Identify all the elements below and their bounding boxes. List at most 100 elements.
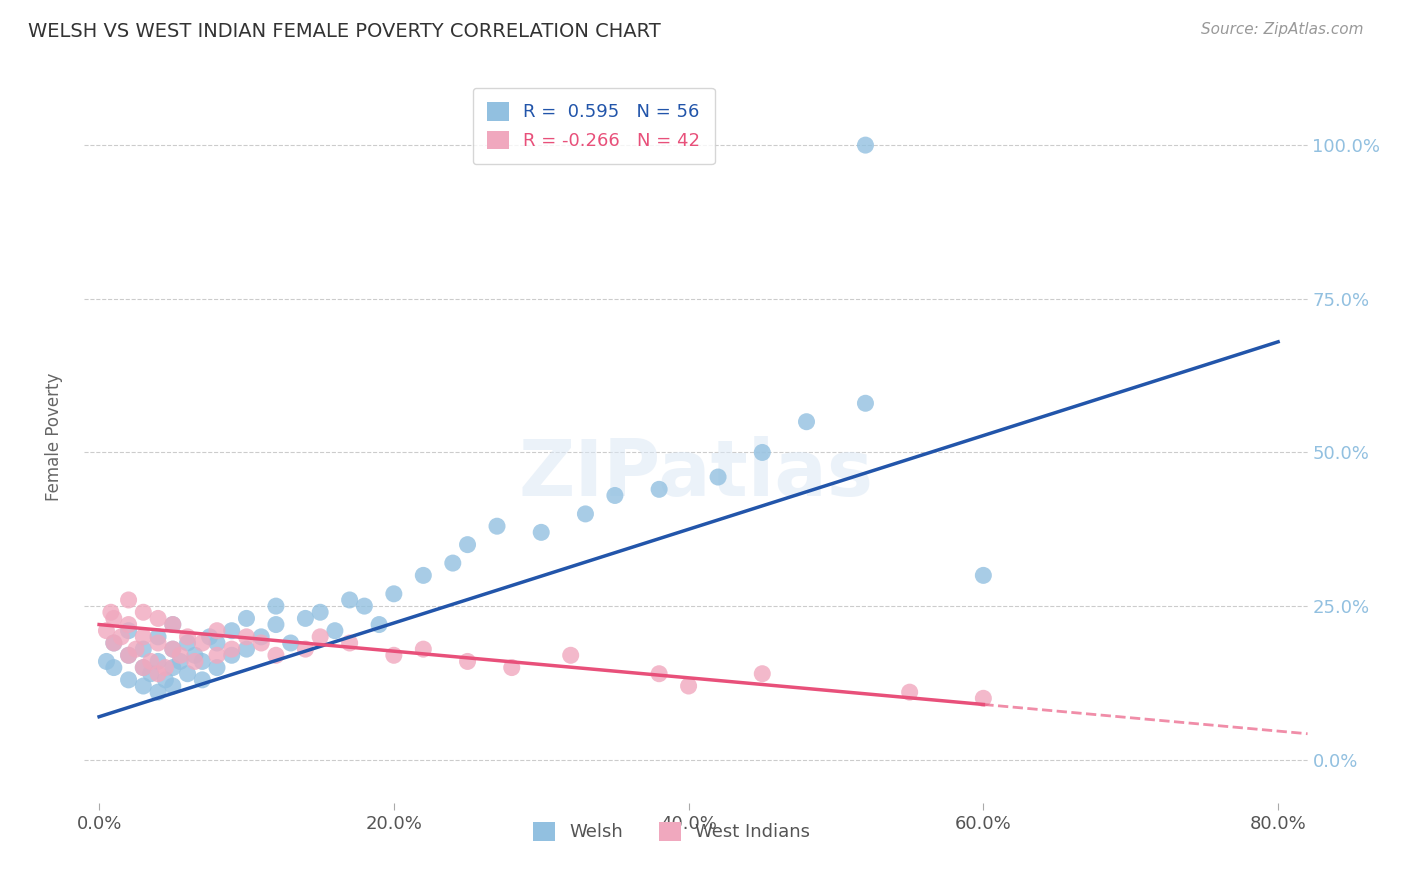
Point [139,666,162,681]
Point [501,660,523,674]
Point [972,691,994,706]
Point [132,660,155,674]
Point [648,483,671,497]
Point [648,666,671,681]
Point [132,605,155,619]
Point [139,655,162,669]
Point [205,624,228,638]
Point [560,648,582,663]
Point [132,630,155,644]
Point [530,525,553,540]
Point [339,636,361,650]
Point [353,599,375,613]
Point [457,655,479,669]
Point [855,138,877,153]
Point [603,488,626,502]
Point [198,630,221,644]
Point [678,679,700,693]
Point [485,519,508,533]
Point [264,599,287,613]
Point [574,507,596,521]
Point [855,396,877,410]
Point [309,630,332,644]
Point [176,666,198,681]
Point [191,673,214,687]
Point [162,617,184,632]
Point [250,630,273,644]
Point [339,593,361,607]
Point [103,611,125,625]
Point [146,685,169,699]
Point [117,624,139,638]
Point [162,642,184,657]
Point [294,611,316,625]
Point [117,593,139,607]
Point [412,642,434,657]
Point [162,617,184,632]
Point [146,611,169,625]
Point [169,655,191,669]
Point [132,679,155,693]
Point [155,673,177,687]
Point [103,636,125,650]
Point [323,624,346,638]
Point [184,655,207,669]
Point [250,636,273,650]
Point [155,660,177,674]
Point [221,624,243,638]
Point [100,605,122,619]
Point [205,636,228,650]
Point [96,655,118,669]
Point [146,655,169,669]
Point [132,642,155,657]
Point [235,611,257,625]
Point [205,648,228,663]
Point [132,660,155,674]
Point [103,636,125,650]
Point [235,630,257,644]
Point [221,642,243,657]
Point [264,648,287,663]
Point [117,648,139,663]
Point [309,605,332,619]
Point [96,624,118,638]
Point [382,648,405,663]
Point [382,587,405,601]
Point [898,685,921,699]
Point [796,415,818,429]
Point [176,636,198,650]
Point [235,642,257,657]
Point [191,655,214,669]
Point [125,642,148,657]
Point [169,648,191,663]
Y-axis label: Female Poverty: Female Poverty [45,373,63,501]
Legend: Welsh, West Indians: Welsh, West Indians [526,814,817,848]
Point [280,636,302,650]
Point [191,636,214,650]
Point [176,630,198,644]
Point [221,648,243,663]
Point [146,666,169,681]
Point [412,568,434,582]
Point [117,617,139,632]
Text: Source: ZipAtlas.com: Source: ZipAtlas.com [1201,22,1364,37]
Point [146,636,169,650]
Point [146,630,169,644]
Point [117,673,139,687]
Point [162,679,184,693]
Point [110,630,132,644]
Point [294,642,316,657]
Text: ZIPatlas: ZIPatlas [519,435,873,512]
Point [162,642,184,657]
Point [972,568,994,582]
Point [205,660,228,674]
Point [751,666,773,681]
Point [103,660,125,674]
Point [117,648,139,663]
Text: WELSH VS WEST INDIAN FEMALE POVERTY CORRELATION CHART: WELSH VS WEST INDIAN FEMALE POVERTY CORR… [28,22,661,41]
Point [368,617,391,632]
Point [751,445,773,459]
Point [264,617,287,632]
Point [707,470,730,484]
Point [457,538,479,552]
